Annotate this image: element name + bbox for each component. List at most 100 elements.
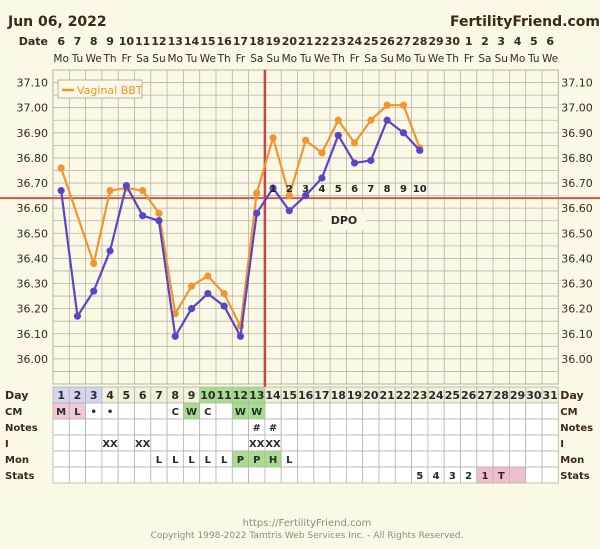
table-cell-text: # [269,423,277,434]
y-axis-right: 36.00 36.10 36.20 36.30 36.40 36.50 36.60 36.70… [561,77,593,366]
weekday-label: Mo [53,53,68,65]
weekday-label: Mo [168,53,183,65]
weekday-label: Sa [478,53,491,65]
table-cell [52,434,70,452]
table-cell [101,418,119,436]
table-cell [68,434,87,452]
weekday-label: Mo [396,53,411,65]
table-cell [394,450,412,468]
series-point [187,305,196,313]
table-cell [231,418,250,436]
table-cell [117,466,135,484]
table-cell-text: 3 [90,389,98,402]
table-cell-text: M [56,407,66,418]
dpo-number: 7 [367,184,374,195]
date-number: 24 [347,35,363,48]
series-point [155,217,163,225]
y-tick-label: 36.60 [561,202,593,215]
date-number: 8 [90,35,98,48]
table-cell-text: L [172,455,179,466]
table-cell [68,418,87,436]
date-number: 16 [216,35,232,48]
table-cell [476,434,494,452]
table-cell [443,402,461,420]
table-cell-text: 20 [363,389,379,402]
row-label-right: I [560,439,564,450]
series-point [399,129,408,137]
weekday-label: Fr [236,53,246,65]
table-cell [492,450,510,468]
y-tick-label: 36.70 [561,177,593,190]
table-cell [85,434,103,452]
table-cell-text: W [235,407,246,418]
weekday-label: Th [103,53,117,65]
date-number: 25 [363,35,378,48]
weekday-label: We [428,53,444,65]
table-cell [362,450,380,468]
table-cell [134,418,152,436]
date-number: 9 [106,35,114,48]
date-number: 15 [200,35,215,48]
table-cell [297,466,315,484]
series-point [122,181,130,190]
date-number: 13 [168,35,183,48]
dpo-label-bg [322,210,366,230]
table-cell [427,450,445,468]
table-cell [329,466,347,484]
series-point [318,174,326,182]
table-cell [199,466,217,484]
table-cell [150,402,168,420]
table-cell [492,418,510,436]
table-cell [345,450,364,468]
table-cell [541,402,559,420]
series-point [416,146,424,154]
weekday-label: Fr [122,53,132,65]
series-point [302,192,310,200]
series-point [383,101,391,109]
table-cell [541,418,559,436]
series-point [253,189,261,197]
table-cell [460,418,478,436]
table-cell [492,434,510,452]
table-cell-text: 1 [481,471,488,482]
table-cell-text: 10 [200,389,216,402]
table-cell [134,466,152,484]
table-cell-text: 4 [106,389,114,402]
table-cell [362,418,380,436]
series-point [399,101,408,109]
chart-date: Jun 06, 2022 [7,14,107,30]
table-cell-text: 12 [233,389,248,402]
y-tick-label: 36.50 [17,227,49,240]
table-cell-text: XX [102,439,118,450]
table-cell [378,402,396,420]
date-number: 6 [57,35,65,48]
weekday-label: Su [266,53,279,65]
y-tick-label: 36.30 [561,278,593,291]
table-cell [411,450,429,468]
table-cell-text: P [237,455,244,466]
table-cell [525,450,543,468]
series-point [318,149,326,157]
table-cell [525,466,543,484]
weekday-label: We [314,53,330,65]
weekday-label: We [200,53,216,65]
table-cell [150,434,168,452]
date-number: 4 [514,35,522,48]
series-point [155,209,163,217]
table-cell-text: L [188,455,195,466]
table-cell [460,402,478,420]
table-cell [166,466,184,484]
date-number: 3 [497,35,505,48]
series-point [350,159,359,167]
table-cell-text: 9 [188,389,196,402]
date-number: 23 [331,35,346,48]
series-point [236,332,245,340]
table-cell [68,466,87,484]
table-cell-text: 8 [171,389,179,402]
weekday-label: Th [445,53,459,65]
date-number: 10 [119,35,135,48]
table-cell-text: 24 [428,389,444,402]
row-label-left: I [5,439,9,450]
